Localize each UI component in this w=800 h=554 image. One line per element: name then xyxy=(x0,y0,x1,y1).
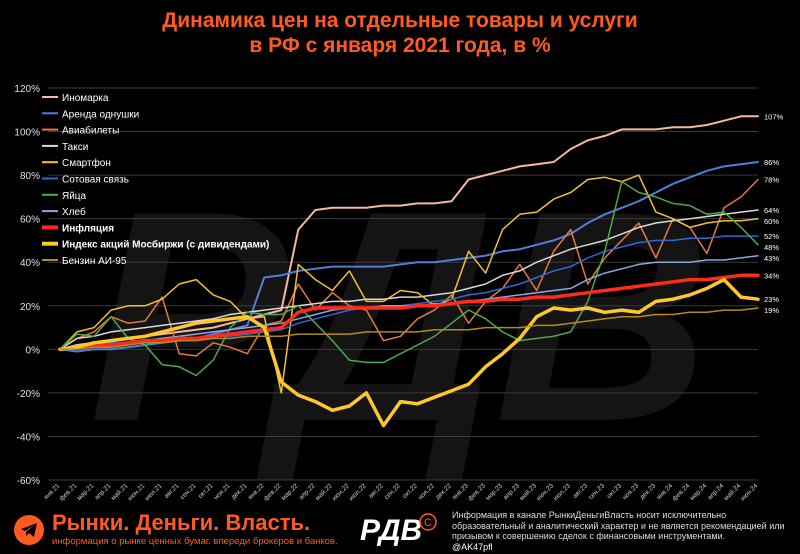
y-tick-label: 20% xyxy=(20,302,40,313)
x-tick-label: мар.24 xyxy=(689,482,709,502)
x-tick-label: авг.22 xyxy=(367,482,385,500)
grid-lines xyxy=(48,87,758,481)
series-line xyxy=(59,115,759,351)
x-tick-label: июл.21 xyxy=(144,482,164,502)
end-labels: 107% 86% 78% 64% 60% 52% 48% 43% 34% 23% 19% xyxy=(764,112,784,315)
x-tick-label: дек.21 xyxy=(230,482,249,501)
x-tick-label: июн.23 xyxy=(535,482,555,502)
legend: Иномарка Аренда однушки Авиабилеты Такси Сма… xyxy=(42,93,269,267)
x-tick-label: май.24 xyxy=(722,481,743,502)
copyright-icon xyxy=(419,513,437,531)
x-tick-label: окт.23 xyxy=(606,482,624,500)
x-tick-label: мар.22 xyxy=(280,482,300,502)
series-end-label: 19% xyxy=(764,306,779,315)
x-tick-label: сен.22 xyxy=(383,482,402,501)
x-tick-label: авг.23 xyxy=(572,482,590,500)
series-group xyxy=(58,115,760,428)
series-end-label: 23% xyxy=(764,295,779,304)
legend-label: Индекс акций Мосбиржи (с дивидендами) xyxy=(62,239,269,251)
y-tick-label: -40% xyxy=(17,432,40,443)
series-end-label: 34% xyxy=(764,271,779,280)
y-tick-label: -60% xyxy=(17,476,40,487)
x-tick-label: июн.24 xyxy=(740,482,760,502)
legend-label: Яйца xyxy=(62,191,87,202)
series-end-label: 60% xyxy=(764,217,779,226)
legend-label: Сотовая связь xyxy=(62,175,129,186)
watermark-text: РДВ xyxy=(89,148,711,484)
series-end-label: 48% xyxy=(764,243,779,252)
y-axis-ticks: -60% -40% -20% 0% 20% 40% 60% 80% 100% 120% xyxy=(14,84,40,487)
logo-text: РДВ xyxy=(360,514,422,547)
series-line xyxy=(59,174,759,394)
x-tick-label: мар.21 xyxy=(76,482,96,502)
x-tick-label: фев.23 xyxy=(467,482,487,502)
x-tick-label: май.23 xyxy=(518,481,539,502)
series-line xyxy=(59,178,759,357)
series-line xyxy=(59,209,759,351)
series-end-label: 64% xyxy=(764,206,779,215)
x-tick-label: мар.23 xyxy=(484,482,504,502)
series-end-label: 43% xyxy=(764,254,779,263)
y-tick-label: 120% xyxy=(14,84,40,95)
disclaimer: Информация в канале РынкиДеньгиВласть но… xyxy=(452,510,797,552)
x-tick-label: июн.21 xyxy=(127,482,147,502)
x-tick-label: сен.21 xyxy=(179,482,198,501)
x-tick-label: фев.24 xyxy=(671,482,691,502)
x-axis-ticks: янв.21фев.21мар.21апр.21май.21июн.21июл.… xyxy=(43,481,760,502)
chart-title-line2: в РФ с января 2021 года, в % xyxy=(249,34,551,57)
x-tick-label: окт.22 xyxy=(401,482,419,500)
rdv-logo: РДВ C xyxy=(360,513,437,547)
x-tick-label: июл.23 xyxy=(552,482,572,502)
y-tick-label: 80% xyxy=(20,171,40,182)
legend-label: Авиабилеты xyxy=(62,125,119,137)
y-tick-label: 60% xyxy=(20,215,40,226)
chart-title-line1: Динамика цен на отдельные товары и услуг… xyxy=(162,9,638,32)
legend-label: Аренда однушки xyxy=(62,109,139,120)
x-tick-label: июл.22 xyxy=(348,482,368,502)
x-tick-label: дек.22 xyxy=(434,482,453,501)
legend-label: Хлеб xyxy=(62,206,86,218)
x-tick-label: ноя.21 xyxy=(213,482,232,501)
x-tick-label: май.21 xyxy=(109,481,130,502)
legend-label: Иномарка xyxy=(62,93,109,104)
brand-name: Рынки. Деньги. Власть. xyxy=(52,510,311,535)
legend-label: Инфляция xyxy=(62,222,114,234)
series-end-label: 78% xyxy=(764,175,779,184)
series-end-label: 52% xyxy=(764,232,779,241)
x-tick-label: сен.23 xyxy=(587,482,606,501)
series-end-label: 86% xyxy=(764,158,779,167)
series-line xyxy=(58,273,760,352)
legend-label: Такси xyxy=(62,142,88,153)
disclaimer-text: Информация в канале РынкиДеньгиВласть но… xyxy=(452,510,785,541)
brand-subtitle: информация о рынке ценных бумаг. вперeди… xyxy=(52,536,338,547)
series-line xyxy=(59,180,759,377)
x-tick-label: авг.21 xyxy=(163,482,181,500)
footer-brand: Рынки. Деньги. Власть. информация о рынк… xyxy=(12,510,352,550)
y-tick-label: 0% xyxy=(26,345,41,356)
x-tick-label: дек.23 xyxy=(639,482,658,501)
legend-label: Смартфон xyxy=(62,157,111,169)
x-tick-label: июн.22 xyxy=(331,482,351,502)
x-tick-label: окт.21 xyxy=(197,482,215,500)
x-tick-label: ноя.22 xyxy=(417,482,436,501)
author-handle[interactable]: @AK47pfl xyxy=(452,541,493,552)
x-tick-label: ноя.23 xyxy=(621,482,640,501)
telegram-icon[interactable] xyxy=(14,515,44,545)
x-tick-label: май.22 xyxy=(313,481,334,502)
x-tick-label: фев.21 xyxy=(58,482,78,502)
legend-label: Бензин АИ-95 xyxy=(62,256,127,267)
y-tick-label: -20% xyxy=(17,389,40,400)
x-tick-label: фев.22 xyxy=(263,482,283,502)
series-end-label: 107% xyxy=(764,112,784,121)
series-line xyxy=(59,307,759,351)
series-line xyxy=(58,277,760,428)
y-tick-label: 40% xyxy=(20,258,40,269)
svg-text:C: C xyxy=(424,517,432,529)
y-tick-label: 100% xyxy=(14,128,40,139)
chart-title: Динамика цен на отдельные товары и услуг… xyxy=(0,8,800,58)
